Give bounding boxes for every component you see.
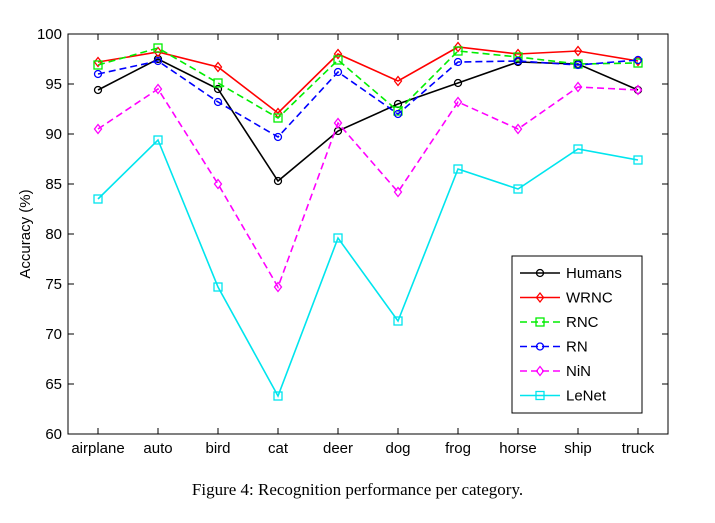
y-axis-title: Accuracy (%) (17, 189, 34, 278)
y-tick-label: 95 (45, 76, 62, 93)
point-rn-frog (453, 57, 463, 67)
legend-label-lenet: LeNet (566, 388, 607, 405)
point-rn-truck (633, 55, 643, 65)
series-lines (93, 41, 643, 401)
point-lenet-auto (153, 135, 163, 145)
series-line-rnc (97, 47, 639, 119)
point-rn-deer (333, 67, 343, 77)
x-tick-label-dog: dog (385, 440, 410, 457)
series-line-rn (97, 59, 639, 139)
point-nin-auto (153, 83, 163, 95)
point-lenet-truck (633, 155, 643, 165)
point-nin-horse (513, 123, 523, 135)
legend-label-rn: RN (566, 339, 588, 356)
point-humans-cat (273, 176, 283, 186)
point-wrnc-deer (333, 48, 343, 60)
legend-label-wrnc: WRNC (566, 290, 613, 307)
point-nin-bird (213, 178, 223, 190)
point-wrnc-ship (573, 45, 583, 57)
series-line-lenet (97, 138, 639, 398)
point-rnc-bird (213, 78, 223, 88)
point-rnc-truck (633, 58, 643, 68)
point-rnc-auto (153, 43, 163, 53)
series-line-wrnc (97, 46, 639, 115)
legend-marker-lenet (535, 390, 545, 401)
point-rn-airplane (93, 69, 103, 79)
series-lenet (93, 135, 643, 401)
point-rn-auto (153, 56, 163, 66)
series-nin (93, 81, 643, 293)
x-tick-label-ship: ship (564, 440, 592, 457)
y-tick-label: 80 (45, 226, 62, 243)
point-lenet-deer (333, 233, 343, 243)
point-nin-deer (333, 117, 343, 129)
point-nin-truck (633, 84, 643, 96)
point-rn-ship (573, 60, 583, 70)
legend-label-humans: Humans (566, 265, 622, 282)
legend-marker-wrnc (535, 291, 545, 304)
x-tick-label-deer: deer (323, 440, 353, 457)
point-wrnc-bird (213, 61, 223, 73)
x-tick-label-truck: truck (622, 440, 655, 457)
legend-label-nin: NiN (566, 363, 591, 380)
point-wrnc-dog (393, 75, 403, 87)
point-rnc-horse (513, 52, 523, 62)
y-tick-label: 75 (45, 276, 62, 293)
point-lenet-cat (273, 391, 283, 401)
legend-marker-humans (535, 268, 545, 278)
point-rnc-dog (393, 106, 403, 116)
point-lenet-ship (573, 144, 583, 154)
point-rn-cat (273, 132, 283, 142)
point-nin-airplane (93, 123, 103, 135)
x-tick-label-airplane: airplane (71, 440, 124, 457)
legend-label-rnc: RNC (566, 314, 599, 331)
point-nin-cat (273, 281, 283, 293)
figure-caption: Figure 4: Recognition performance per ca… (191, 480, 524, 499)
x-tick-label-cat: cat (268, 440, 289, 457)
point-lenet-horse (513, 184, 523, 194)
y-tick-label: 90 (45, 126, 62, 143)
series-rn (93, 55, 643, 142)
point-rnc-cat (273, 113, 283, 123)
point-rn-dog (393, 109, 403, 119)
point-lenet-frog (453, 164, 463, 174)
point-rnc-airplane (93, 60, 103, 70)
series-rnc (93, 43, 643, 123)
legend-marker-rn (535, 342, 545, 351)
point-lenet-airplane (93, 194, 103, 204)
legend-marker-rnc (535, 317, 545, 327)
point-lenet-dog (393, 316, 403, 326)
y-tick-label: 100 (37, 26, 62, 43)
y-tick-label: 65 (45, 376, 62, 393)
x-tick-label-horse: horse (499, 440, 537, 457)
legend-box (511, 255, 643, 414)
point-lenet-bird (213, 282, 223, 292)
y-tick-label: 60 (45, 426, 62, 443)
point-rn-horse (513, 56, 523, 66)
y-tick-label: 70 (45, 326, 62, 343)
point-nin-frog (453, 96, 463, 108)
point-nin-dog (393, 186, 403, 198)
legend-marker-nin (535, 365, 545, 377)
legend: Humans WRNC RNC RN NiN LeNet (511, 255, 643, 414)
x-tick-label-bird: bird (205, 440, 230, 457)
point-rnc-deer (333, 55, 343, 65)
x-tick-label-auto: auto (143, 440, 172, 457)
point-rn-bird (213, 97, 223, 107)
y-tick-label: 85 (45, 176, 62, 193)
point-humans-frog (453, 78, 463, 88)
point-rnc-frog (453, 46, 463, 56)
x-tick-label-frog: frog (445, 440, 471, 457)
plot-area: 60 65 70 75 80 85 90 95 100 airplane auto bird cat de… (17, 26, 669, 457)
point-nin-ship (573, 81, 583, 93)
accuracy-line-chart: 60 65 70 75 80 85 90 95 100 airplane auto bird cat de… (17, 26, 669, 457)
point-humans-bird (213, 84, 223, 94)
point-humans-airplane (93, 85, 103, 95)
point-wrnc-frog (453, 41, 463, 53)
point-wrnc-auto (153, 46, 163, 58)
